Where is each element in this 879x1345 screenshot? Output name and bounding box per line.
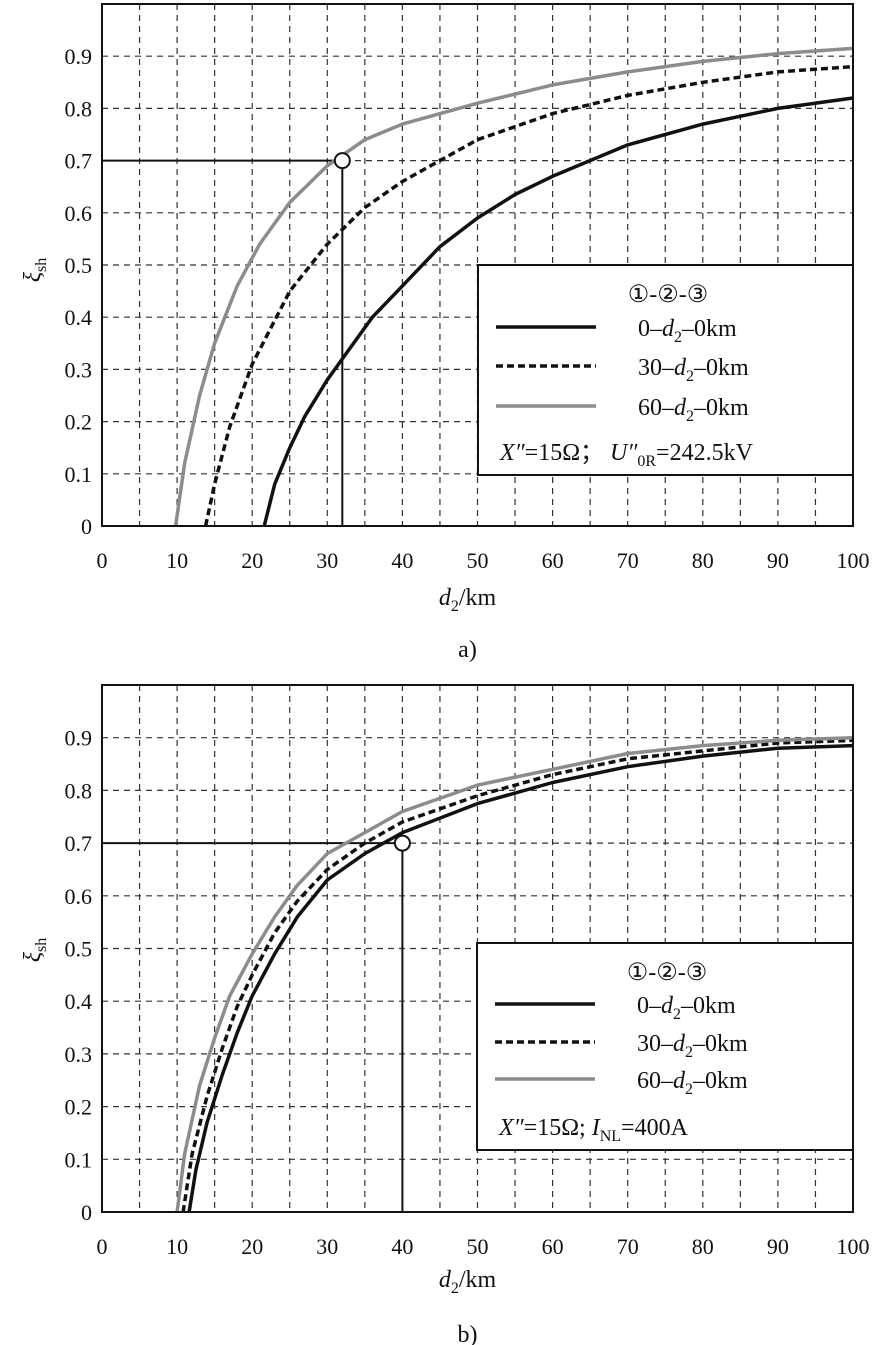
y-tick-label: 0.5 (65, 937, 93, 962)
y-tick-label: 0.1 (65, 1147, 93, 1172)
legend-label-2: 30–d2–0km (638, 355, 749, 385)
x-tick-label: 0 (97, 548, 108, 573)
y-tick-label: 0.7 (65, 831, 93, 856)
legend: ①-②-③ 0–d2–0km 30–d2–0km 60–d2–0km X″=15Ω; I… (476, 942, 854, 1151)
x-tick-label: 90 (767, 1234, 789, 1259)
x-tick-label: 90 (767, 548, 789, 573)
legend-title: ①-②-③ (627, 960, 708, 986)
intersection-marker (333, 152, 351, 170)
legend-box (476, 942, 854, 1151)
x-tick-label: 70 (617, 1234, 639, 1259)
x-axis-label: d2/km (439, 585, 497, 615)
y-tick-label: 0.7 (65, 149, 93, 174)
y-tick-label: 0.8 (65, 96, 93, 121)
series-line-1 (187, 743, 854, 1213)
y-tick-label: 0.5 (65, 253, 93, 278)
x-tick-label: 30 (316, 1234, 338, 1259)
legend-note: X″=15Ω; INL=400A (498, 1115, 689, 1145)
y-tick-label: 0 (81, 514, 92, 539)
y-tick-label: 0.9 (65, 44, 93, 69)
legend-label-3: 60–d2–0km (637, 1068, 748, 1098)
x-tick-label: 10 (166, 1234, 188, 1259)
x-tick-label: 60 (542, 548, 564, 573)
series-line-2 (181, 738, 854, 1213)
legend-label-2: 30–d2–0km (637, 1031, 748, 1061)
y-tick-label: 0.6 (65, 884, 93, 909)
x-tick-label: 80 (692, 548, 714, 573)
x-tick-label: 30 (316, 548, 338, 573)
x-tick-label: 40 (391, 548, 413, 573)
x-tick-label: 0 (97, 1234, 108, 1259)
series-line-2 (203, 64, 854, 527)
chart-a: 0 10 20 30 40 50 60 70 80 90 100 0 0.1 0.2 0.3 0.4 0.5 0.… (20, 3, 870, 663)
legend: ①-②-③ 0–d2–0km 30–d2–0km 60–d2–0km X″=15Ω； U… (477, 264, 854, 476)
figure-caption: b) (458, 1322, 478, 1345)
y-tick-label: 0.3 (65, 357, 93, 382)
legend-box (477, 264, 854, 476)
x-tick-label: 100 (837, 548, 870, 573)
figure-caption: a) (458, 637, 477, 663)
series-line-3 (173, 46, 854, 527)
y-tick-label: 0.4 (65, 305, 93, 330)
y-tick-label: 0.8 (65, 778, 93, 803)
y-tick-label: 0.4 (65, 989, 93, 1014)
series-line-3 (175, 735, 854, 1213)
y-axis-label: ξsh (20, 938, 50, 963)
legend-label-1: 0–d2–0km (637, 993, 736, 1023)
y-tick-label: 0.9 (65, 726, 93, 751)
x-tick-label: 60 (542, 1234, 564, 1259)
x-tick-label: 50 (467, 548, 489, 573)
x-tick-label: 70 (617, 548, 639, 573)
x-tick-label: 100 (837, 1234, 870, 1259)
y-tick-label: 0 (81, 1200, 92, 1225)
legend-title: ①-②-③ (628, 282, 709, 308)
x-tick-label: 40 (391, 1234, 413, 1259)
series-line-1 (262, 96, 854, 527)
x-tick-label: 10 (166, 548, 188, 573)
intersection-marker (393, 834, 411, 852)
y-tick-label: 0.6 (65, 201, 93, 226)
y-tick-label: 0.2 (65, 410, 93, 435)
y-tick-label: 0.1 (65, 462, 93, 487)
legend-label-3: 60–d2–0km (638, 395, 749, 425)
y-tick-label: 0.3 (65, 1042, 93, 1067)
y-axis-label: ξsh (20, 258, 50, 283)
x-tick-label: 50 (467, 1234, 489, 1259)
chart-b: 0 10 20 30 40 50 60 70 80 90 100 0 0.1 0.2 0.3 0.4 0.5 0.… (20, 684, 870, 1345)
legend-label-1: 0–d2–0km (638, 316, 737, 346)
legend-note: X″=15Ω； U″0R=242.5kV (499, 440, 754, 470)
x-tick-label: 80 (692, 1234, 714, 1259)
y-tick-label: 0.2 (65, 1095, 93, 1120)
x-axis-label: d2/km (439, 1267, 497, 1297)
x-tick-label: 20 (241, 548, 263, 573)
x-tick-label: 20 (241, 1234, 263, 1259)
